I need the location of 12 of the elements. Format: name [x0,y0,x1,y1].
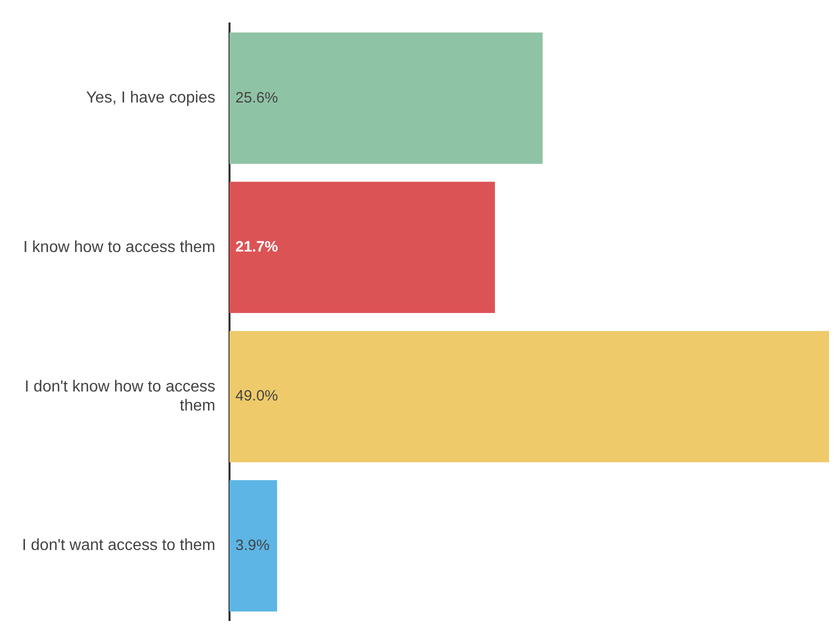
bar [229,32,543,164]
y-tick-label: I don't want access to them [22,537,216,554]
y-tick-label: I don't know how to access them [24,378,216,415]
bar [229,182,495,314]
y-tick-label: Yes, I have copies [86,90,216,107]
bar [229,330,829,462]
y-tick-label: I know how to access them [23,238,216,256]
bar [229,480,278,612]
data-label: 3.9% [235,536,270,554]
data-label: 49.0% [235,388,278,405]
data-label: 25.6% [235,89,278,106]
data-label: 21.7% [235,238,278,256]
